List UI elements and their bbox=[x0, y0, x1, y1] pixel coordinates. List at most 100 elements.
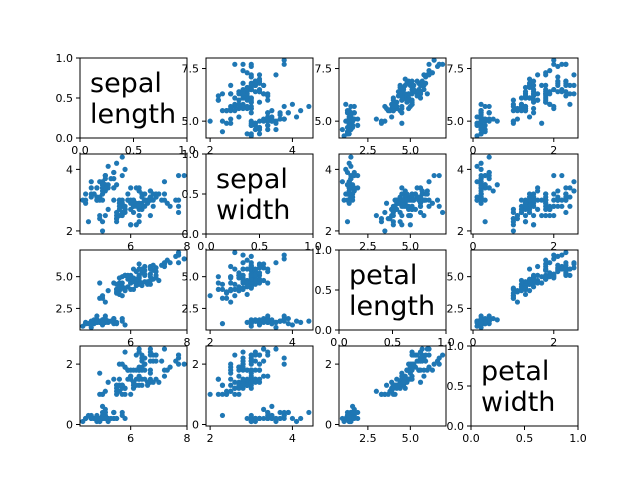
scatter-point bbox=[136, 274, 142, 280]
scatter-point bbox=[289, 322, 296, 328]
scatter-point bbox=[99, 415, 106, 422]
scatter-point bbox=[252, 367, 258, 373]
scatter-point bbox=[83, 191, 89, 197]
scatter-point bbox=[277, 112, 283, 118]
scatter-point bbox=[518, 197, 525, 203]
y-tick-label: 0.5 bbox=[182, 188, 200, 201]
scatter-point bbox=[232, 61, 238, 67]
scatter-point bbox=[232, 95, 238, 101]
scatter-point bbox=[244, 257, 250, 263]
scatter-point bbox=[514, 299, 521, 305]
scatter-point bbox=[555, 78, 561, 84]
panel-sepal-length-vs-petal-width: 5.0 7.5 0 2 bbox=[447, 57, 579, 157]
scatter-point bbox=[555, 82, 561, 88]
scatter-point bbox=[482, 182, 488, 188]
scatter-point bbox=[219, 295, 226, 301]
scatter-point bbox=[431, 58, 437, 63]
scatter-point bbox=[273, 72, 279, 78]
y-tick-label: 0.0 bbox=[447, 420, 465, 433]
y-tick-label: 4 bbox=[325, 163, 332, 176]
scatter-point bbox=[426, 346, 432, 352]
scatter-point bbox=[125, 367, 131, 373]
diagonal-label-line-2: width bbox=[481, 387, 555, 418]
y-tick-label: 0.5 bbox=[315, 284, 333, 297]
scatter-point bbox=[97, 370, 103, 376]
scatter-point bbox=[478, 188, 484, 194]
scatter-point bbox=[147, 376, 153, 382]
scatter-point bbox=[240, 355, 246, 361]
scatter-point bbox=[175, 361, 182, 367]
scatter-point bbox=[510, 219, 516, 225]
scatter-point bbox=[382, 209, 388, 216]
scatter-point bbox=[265, 280, 271, 286]
scatter-point bbox=[411, 361, 417, 367]
scatter-point bbox=[555, 188, 561, 194]
scatter-point bbox=[228, 103, 234, 110]
scatter-point bbox=[215, 280, 221, 286]
scatter-point bbox=[240, 68, 246, 74]
scatter-point bbox=[102, 388, 108, 394]
scatter-point bbox=[248, 86, 254, 93]
scatter-point bbox=[248, 72, 254, 78]
scatter-point bbox=[440, 352, 446, 358]
panel-petal-length-vs-sepal-width: 2.5 5.0 2 4 bbox=[182, 249, 314, 349]
scatter-point bbox=[551, 271, 557, 277]
scatter-point bbox=[514, 212, 521, 219]
scatter-point bbox=[563, 250, 569, 256]
x-tick-label: 2 bbox=[207, 336, 214, 349]
scatter-point bbox=[383, 200, 390, 206]
scatter-point bbox=[510, 228, 516, 234]
scatter-point bbox=[409, 206, 415, 212]
scatter-point bbox=[147, 271, 153, 277]
scatter-point bbox=[248, 99, 254, 105]
scatter-point bbox=[474, 319, 480, 325]
diagonal-label-line-2: length bbox=[90, 99, 176, 130]
scatter-point bbox=[526, 203, 533, 209]
scatter-point bbox=[431, 361, 437, 367]
scatter-point bbox=[567, 203, 573, 209]
scatter-point bbox=[116, 203, 123, 209]
scatter-point bbox=[346, 188, 352, 194]
scatter-point bbox=[440, 209, 446, 216]
scatter-point bbox=[161, 373, 168, 379]
scatter-point bbox=[130, 209, 137, 216]
scatter-point bbox=[567, 91, 573, 97]
scatter-point bbox=[543, 197, 549, 203]
scatter-point bbox=[122, 322, 128, 328]
scatter-point bbox=[248, 253, 254, 259]
panel-sepal-length-vs-petal-length: 5.0 7.5 2.5 5.0 bbox=[315, 57, 447, 157]
scatter-point bbox=[252, 352, 258, 358]
scatter-point bbox=[535, 197, 541, 203]
scatter-point bbox=[261, 118, 267, 124]
x-tick-label: 0 bbox=[470, 144, 477, 157]
scatter-point bbox=[175, 252, 182, 258]
scatter-point bbox=[136, 376, 142, 382]
scatter-point bbox=[181, 361, 187, 367]
scatter-point bbox=[244, 91, 250, 97]
scatter-point bbox=[543, 82, 549, 88]
scatter-point bbox=[419, 346, 425, 352]
scatter-point bbox=[261, 315, 267, 322]
scatter-point bbox=[397, 84, 403, 91]
scatter-point bbox=[265, 373, 271, 379]
scatter-point bbox=[478, 197, 484, 203]
scatter-point bbox=[414, 78, 420, 84]
scatter-point bbox=[474, 179, 480, 185]
scatter-point bbox=[252, 415, 258, 422]
scatter-point bbox=[114, 391, 120, 397]
scatter-point bbox=[293, 114, 300, 120]
scatter-point bbox=[269, 118, 275, 124]
scatter-point bbox=[551, 61, 557, 67]
scatter-point bbox=[102, 212, 108, 219]
scatter-point bbox=[510, 103, 516, 110]
scatter-point bbox=[252, 318, 258, 324]
scatter-point bbox=[522, 84, 529, 91]
scatter-point bbox=[530, 272, 537, 278]
y-tick-label: 2 bbox=[325, 358, 332, 371]
scatter-point bbox=[426, 179, 432, 185]
scatter-point bbox=[122, 206, 128, 212]
scatter-point bbox=[385, 216, 391, 222]
scatter-points bbox=[474, 58, 577, 138]
scatter-point bbox=[389, 114, 395, 120]
scatter-point bbox=[551, 275, 557, 281]
